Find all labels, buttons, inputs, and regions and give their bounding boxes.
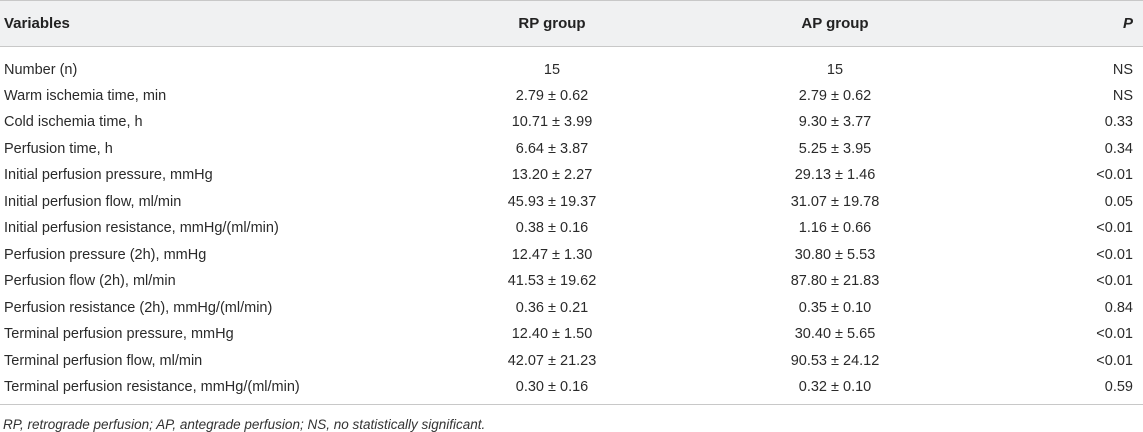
cell-ap-group: 31.07 ± 19.78 [790, 193, 880, 210]
table-row: Cold ischemia time, h 10.71 ± 3.99 9.30 ± … [0, 109, 1143, 136]
cell-rp-group: 2.79 ± 0.62 [515, 87, 589, 104]
cell-p-value: NS [1112, 61, 1133, 78]
header-p-value: P [976, 0, 1143, 47]
header-variables: Variables [0, 0, 410, 47]
cell-ap-group: 90.53 ± 24.12 [790, 352, 880, 369]
table-row: Initial perfusion pressure, mmHg 13.20 ± … [0, 162, 1143, 189]
cell-p-value: 0.84 [1104, 299, 1133, 316]
cell-rp-group: 6.64 ± 3.87 [515, 140, 589, 157]
cell-rp-group: 13.20 ± 2.27 [511, 167, 593, 184]
table-row: Perfusion time, h 6.64 ± 3.87 5.25 ± 3.95 0… [0, 136, 1143, 163]
cell-ap-group: 0.35 ± 0.10 [798, 299, 872, 316]
cell-rp-group: 45.93 ± 19.37 [507, 193, 597, 210]
cell-ap-group: 30.40 ± 5.65 [794, 326, 876, 343]
cell-rp-group: 0.30 ± 0.16 [410, 374, 694, 405]
table-row: Perfusion resistance (2h), mmHg/(ml/min)… [0, 295, 1143, 322]
cell-ap-group: 15 [826, 61, 844, 78]
cell-variable: Initial perfusion pressure, mmHg [4, 167, 213, 184]
cell-ap-group: 0.32 ± 0.10 [694, 374, 976, 405]
cell-variable: Perfusion resistance (2h), mmHg/(ml/min) [4, 299, 273, 316]
cell-rp-group: 10.71 ± 3.99 [511, 114, 593, 131]
cell-p-value: 0.05 [1104, 193, 1133, 210]
table-header: Variables RP group AP group P [0, 0, 1143, 47]
header-rp-group: RP group [410, 0, 694, 47]
cell-ap-group: 1.16 ± 0.66 [798, 220, 872, 237]
table-row: Initial perfusion resistance, mmHg/(ml/m… [0, 215, 1143, 242]
cell-ap-group: 2.79 ± 0.62 [798, 87, 872, 104]
cell-p-value: NS [1112, 87, 1133, 104]
cell-variable: Cold ischemia time, h [4, 114, 143, 131]
cell-variable: Warm ischemia time, min [4, 87, 167, 104]
table-row: Terminal perfusion flow, ml/min 42.07 ± 2… [0, 348, 1143, 375]
cell-variable: Perfusion pressure (2h), mmHg [4, 246, 207, 263]
table-row: Terminal perfusion pressure, mmHg 12.40 ±… [0, 321, 1143, 348]
cell-rp-group: 12.47 ± 1.30 [511, 246, 593, 263]
cell-variable: Initial perfusion resistance, mmHg/(ml/m… [4, 220, 279, 237]
cell-variable: Terminal perfusion flow, ml/min [4, 352, 203, 369]
cell-p-value: <0.01 [1096, 246, 1133, 263]
table-row: Initial perfusion flow, ml/min 45.93 ± 19… [0, 189, 1143, 216]
cell-variable: Perfusion time, h [4, 140, 113, 157]
cell-rp-group: 0.38 ± 0.16 [515, 220, 589, 237]
cell-ap-group: 87.80 ± 21.83 [790, 273, 880, 290]
cell-p-value: <0.01 [1096, 326, 1133, 343]
cell-p-value: 0.59 [976, 374, 1143, 405]
cell-rp-group: 12.40 ± 1.50 [511, 326, 593, 343]
cell-p-value: <0.01 [1096, 220, 1133, 237]
cell-p-value: <0.01 [1096, 352, 1133, 369]
cell-p-value: 0.34 [1104, 140, 1133, 157]
cell-variable: Terminal perfusion pressure, mmHg [4, 326, 234, 343]
cell-variable: Terminal perfusion resistance, mmHg/(ml/… [0, 374, 410, 405]
header-row: Variables RP group AP group P [0, 0, 1143, 47]
table-row: Perfusion flow (2h), ml/min 41.53 ± 19.62… [0, 268, 1143, 295]
cell-ap-group: 5.25 ± 3.95 [798, 140, 872, 157]
cell-rp-group: 42.07 ± 21.23 [507, 352, 597, 369]
cell-rp-group: 0.36 ± 0.21 [515, 299, 589, 316]
perfusion-table: Variables RP group AP group P Number (n)… [0, 0, 1143, 405]
cell-rp-group: 41.53 ± 19.62 [507, 273, 597, 290]
cell-rp-group: 15 [543, 61, 561, 78]
table-row: Terminal perfusion resistance, mmHg/(ml/… [0, 374, 1143, 405]
cell-ap-group: 9.30 ± 3.77 [798, 114, 872, 131]
cell-ap-group: 30.80 ± 5.53 [794, 246, 876, 263]
cell-p-value: 0.33 [1104, 114, 1133, 131]
table-row: Warm ischemia time, min 2.79 ± 0.62 2.79 ±… [0, 83, 1143, 110]
header-ap-group: AP group [694, 0, 976, 47]
table-row: Number (n) 15 15 NS [0, 47, 1143, 83]
cell-variable: Perfusion flow (2h), ml/min [4, 273, 176, 290]
cell-p-value: <0.01 [1096, 273, 1133, 290]
table-footnote: RP, retrograde perfusion; AP, antegrade … [3, 416, 486, 432]
cell-variable: Number (n) [4, 61, 78, 78]
table-row: Perfusion pressure (2h), mmHg 12.47 ± 1.3… [0, 242, 1143, 269]
cell-variable: Initial perfusion flow, ml/min [4, 193, 182, 210]
cell-p-value: <0.01 [1096, 167, 1133, 184]
cell-ap-group: 29.13 ± 1.46 [794, 167, 876, 184]
table-body: Number (n) 15 15 NS Warm ischemia time, min 2… [0, 47, 1143, 405]
